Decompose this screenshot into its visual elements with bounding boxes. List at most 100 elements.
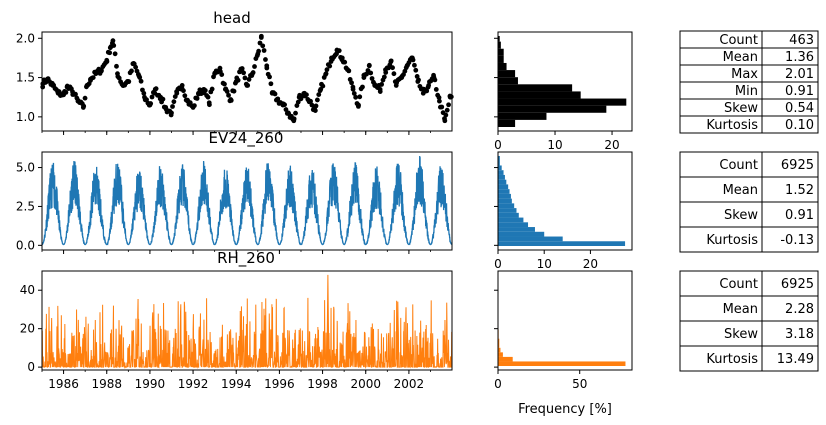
- head-point: [88, 76, 93, 82]
- stats-value: 2.28: [785, 302, 814, 317]
- head-point: [64, 84, 70, 90]
- head-point: [196, 90, 201, 96]
- head-point: [110, 38, 116, 44]
- head-point: [353, 94, 359, 100]
- y-tick-label: 5.0: [16, 161, 35, 175]
- stats-label: Skew: [724, 208, 758, 223]
- rh-y-axis: 0 20 40: [20, 283, 42, 374]
- head-point: [201, 86, 207, 92]
- stats-label-cell: [679, 270, 763, 297]
- stats-value-cell: [761, 115, 819, 134]
- head-point: [267, 74, 272, 80]
- stats-value-cell: [761, 270, 819, 297]
- head-point: [323, 71, 329, 77]
- stats-value-cell: [761, 151, 819, 178]
- head-point: [44, 76, 50, 82]
- head-point: [212, 71, 218, 77]
- histogram-bar: [498, 105, 607, 113]
- stats-label: Skew: [724, 327, 758, 342]
- hist-x-tick-label: 0: [494, 138, 502, 152]
- head-point: [112, 51, 118, 57]
- head-point: [217, 65, 223, 71]
- hist-x-tick-label: 10: [537, 257, 552, 271]
- head-point: [404, 63, 410, 69]
- x-tick-label: 1990: [135, 377, 166, 391]
- stats-label: Kurtosis: [706, 118, 758, 133]
- x-tick-label: 1986: [48, 377, 79, 391]
- stats-value: 2.01: [785, 67, 814, 82]
- head-point: [158, 94, 164, 100]
- head-point: [70, 89, 75, 95]
- head-point: [399, 75, 405, 80]
- head-point: [275, 97, 280, 102]
- stats-label: Mean: [723, 183, 758, 198]
- head-point: [264, 63, 270, 69]
- head-point: [390, 65, 395, 71]
- head-point: [93, 71, 99, 77]
- head-histogram-x-axis: 0 10 20: [494, 37, 620, 152]
- histogram-bar: [498, 236, 563, 242]
- head-point: [252, 64, 257, 69]
- stats-value: 3.18: [785, 327, 814, 342]
- head-point: [75, 98, 81, 104]
- stats-label: Mean: [723, 50, 758, 65]
- rh-peak: [326, 274, 330, 368]
- head-point: [61, 92, 66, 98]
- histogram-bar: [498, 203, 515, 209]
- ev24-histogram-bars: [498, 156, 626, 246]
- head-point: [233, 79, 239, 84]
- rh-histogram-x-axis: 0 50: [494, 289, 587, 391]
- head-point: [231, 88, 237, 94]
- head-point: [209, 86, 215, 92]
- stats-value-cell: [761, 201, 819, 228]
- head-point: [222, 81, 227, 87]
- stats-value: 6925: [781, 277, 814, 292]
- head-point: [190, 105, 196, 110]
- histogram-bar: [498, 62, 507, 71]
- head-point: [40, 81, 46, 87]
- head-point: [350, 86, 356, 92]
- head-series: [40, 33, 454, 124]
- head-point: [361, 75, 367, 80]
- hist-x-tick-label: 20: [583, 257, 598, 271]
- histogram-bar: [498, 165, 502, 171]
- head-panel: head 1.0 1.5 2.0: [16, 9, 454, 135]
- head-point: [261, 48, 267, 53]
- histogram-bar: [498, 231, 545, 237]
- ev24-histogram: 0 10 20: [494, 151, 633, 271]
- head-point: [84, 83, 90, 88]
- x-tick-label: 2000: [350, 377, 381, 391]
- stats-value-cell: [761, 226, 819, 253]
- head-point: [171, 99, 177, 105]
- head-point: [179, 83, 185, 88]
- histogram-bar: [498, 84, 573, 92]
- stats-label-cell: [679, 226, 763, 253]
- stats-label: Kurtosis: [706, 352, 758, 367]
- head-point: [249, 71, 255, 77]
- head-point: [115, 71, 120, 77]
- ev24-stats-table: Count 6925 Mean 1.52 Skew 0.91 Kurtosis -0.13: [679, 151, 819, 253]
- head-point: [293, 110, 298, 116]
- head-point: [313, 103, 319, 109]
- head-point: [268, 81, 274, 87]
- histogram-bar: [498, 356, 513, 362]
- histogram-bar: [498, 184, 509, 190]
- x-tick-label: 1994: [221, 377, 252, 391]
- histogram-bar: [498, 77, 518, 85]
- head-point: [285, 110, 291, 116]
- y-tick-label: 2.5: [16, 199, 35, 213]
- head-point: [107, 45, 113, 51]
- head-point: [283, 107, 289, 112]
- head-point: [368, 70, 374, 76]
- rh-histogram-frame: [497, 270, 633, 371]
- head-point: [327, 63, 333, 69]
- head-point: [116, 75, 122, 81]
- y-tick-label: 1.0: [16, 110, 35, 124]
- head-y-axis: 1.0 1.5 2.0: [16, 31, 42, 124]
- head-point: [372, 83, 378, 88]
- stats-label: Count: [719, 33, 758, 48]
- head-point: [360, 84, 365, 90]
- head-point: [169, 110, 174, 116]
- head-point: [142, 94, 147, 100]
- rh-stats-table: Count 6925 Mean 2.28 Skew 3.18 Kurtosis 13.49: [679, 270, 819, 372]
